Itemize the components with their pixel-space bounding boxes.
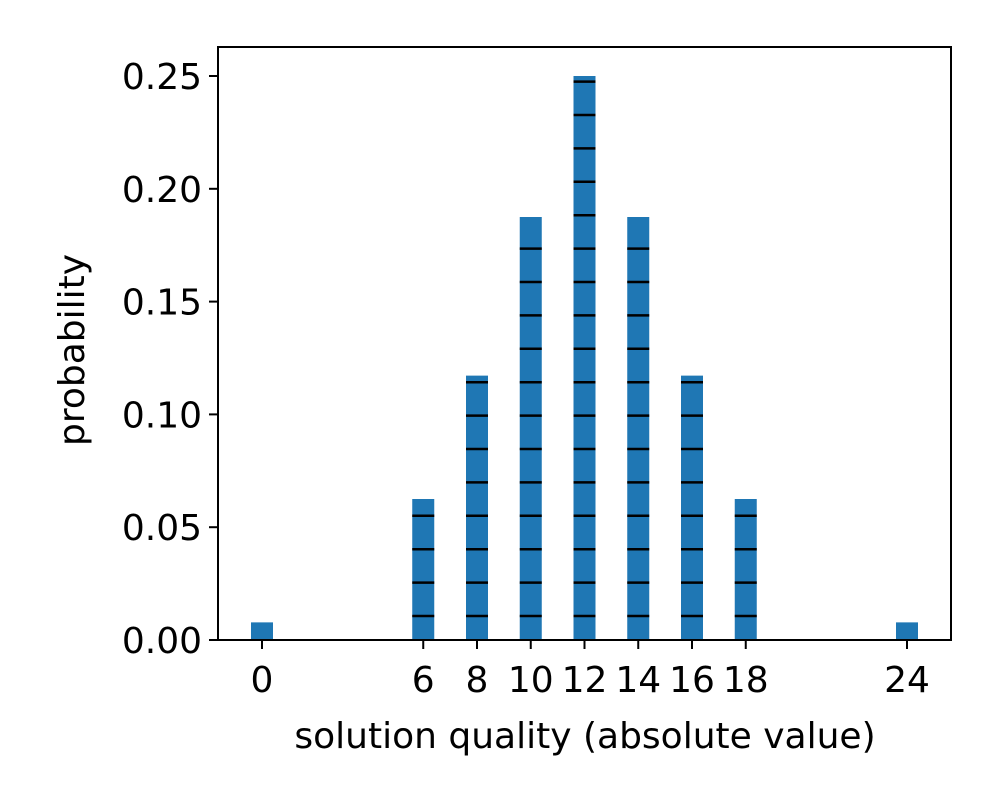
x-tick-label: 12 — [562, 660, 608, 701]
bars-group — [251, 76, 918, 640]
y-tick-label: 0.25 — [122, 57, 202, 98]
x-tick-label: 8 — [466, 660, 489, 701]
x-tick-label: 6 — [412, 660, 435, 701]
x-tick-label: 16 — [669, 660, 715, 701]
bar-24 — [896, 622, 918, 640]
x-axis-ticks: 0 6 8 10 12 14 16 18 24 — [251, 640, 930, 701]
x-tick-label: 14 — [615, 660, 661, 701]
x-axis-label: solution quality (absolute value) — [294, 716, 875, 757]
y-tick-label: 0.15 — [122, 283, 202, 324]
bar-18 — [734, 499, 757, 640]
bar-8 — [466, 375, 488, 640]
bar-10 — [519, 217, 542, 640]
y-tick-label: 0.00 — [122, 621, 202, 662]
y-tick-label: 0.10 — [122, 395, 202, 436]
x-tick-label: 0 — [251, 660, 274, 701]
bar-14 — [627, 217, 650, 640]
y-axis-ticks: 0.00 0.05 0.10 0.15 0.20 0.25 — [122, 57, 218, 662]
bar-0 — [251, 622, 273, 640]
x-tick-label: 24 — [884, 660, 930, 701]
y-tick-label: 0.20 — [122, 170, 202, 211]
x-tick-label: 10 — [508, 660, 554, 701]
x-tick-label: 18 — [723, 660, 769, 701]
y-axis-label: probability — [52, 254, 93, 446]
bar-16 — [681, 375, 703, 640]
bar-12 — [573, 76, 596, 640]
y-tick-label: 0.05 — [122, 508, 202, 549]
bar-6 — [412, 499, 435, 640]
